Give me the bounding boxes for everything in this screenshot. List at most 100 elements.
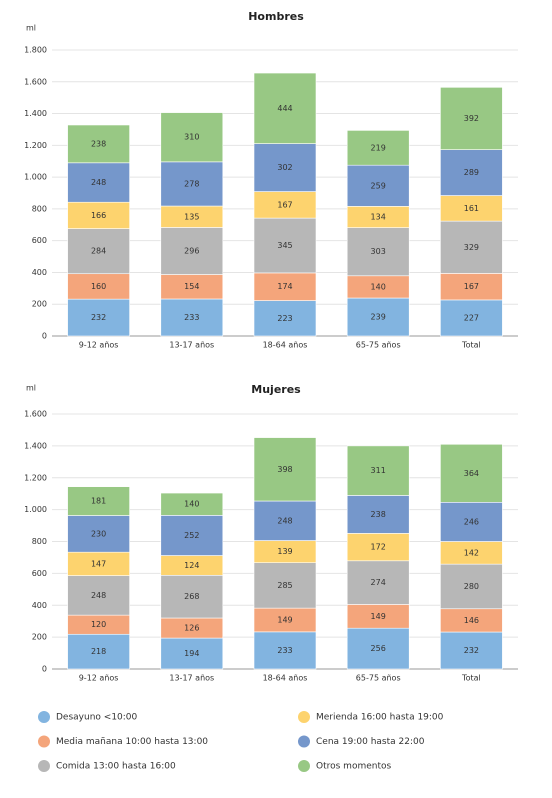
- bar-segment: [67, 124, 130, 164]
- data-label: 181: [91, 497, 106, 506]
- data-label: 154: [184, 282, 199, 291]
- data-label: 329: [464, 243, 479, 252]
- data-label: 134: [371, 212, 386, 221]
- data-label: 139: [277, 547, 292, 556]
- bar-segment: [160, 161, 224, 207]
- y-tick-label: 200: [32, 633, 47, 642]
- bar-segment: [346, 445, 410, 496]
- legend-swatch: [38, 711, 50, 723]
- y-tick-label: 1.000: [24, 173, 47, 182]
- data-label: 278: [184, 179, 199, 188]
- bar-segment: [346, 560, 410, 605]
- data-label: 219: [371, 143, 386, 152]
- legend-swatch: [298, 735, 310, 748]
- y-tick-label: 1.400: [24, 441, 47, 450]
- y-axis-label: ml: [26, 24, 36, 33]
- x-tick-label: 13-17 años: [169, 674, 214, 683]
- bar-segment: [440, 299, 503, 337]
- data-label: 364: [464, 469, 479, 478]
- data-label: 310: [184, 133, 199, 142]
- data-label: 142: [464, 548, 479, 557]
- data-label: 284: [91, 247, 106, 256]
- data-label: 149: [371, 612, 386, 621]
- data-label: 398: [277, 465, 292, 474]
- bar-segment: [253, 72, 317, 144]
- x-tick-label: 18-64 años: [263, 674, 308, 683]
- x-tick-label: 9-12 años: [79, 341, 119, 350]
- data-label: 146: [464, 616, 479, 625]
- bar-segment: [346, 297, 410, 337]
- bar-segment: [346, 164, 410, 207]
- bar-segment: [440, 87, 503, 150]
- bar-segment: [67, 515, 130, 553]
- data-label: 248: [91, 591, 106, 600]
- legend-label: Otros momentos: [316, 762, 391, 772]
- bar-segment: [346, 533, 410, 562]
- y-tick-label: 800: [32, 204, 47, 213]
- bar-segment: [253, 500, 317, 541]
- data-label: 238: [371, 510, 386, 519]
- bar-segment: [253, 631, 317, 670]
- data-label: 140: [184, 500, 199, 509]
- y-tick-label: 0: [42, 665, 47, 674]
- bar-segment: [253, 300, 317, 337]
- data-label: 218: [91, 647, 106, 656]
- data-label: 233: [184, 313, 199, 322]
- data-label: 149: [277, 615, 292, 624]
- legend-label: Merienda 16:00 hasta 19:00: [316, 713, 444, 723]
- data-label: 174: [277, 282, 292, 291]
- x-tick-label: 18-64 años: [263, 341, 308, 350]
- data-label: 194: [184, 649, 199, 658]
- bar-segment: [67, 486, 130, 516]
- bar-segment: [253, 143, 317, 192]
- bar-segment: [440, 149, 503, 196]
- data-label: 268: [184, 592, 199, 601]
- data-label: 167: [464, 282, 479, 291]
- data-label: 147: [91, 559, 106, 568]
- y-tick-label: 1.000: [24, 505, 47, 514]
- data-label: 230: [91, 529, 106, 538]
- y-tick-label: 200: [32, 300, 47, 309]
- data-label: 345: [277, 241, 292, 250]
- data-label: 126: [184, 624, 199, 633]
- data-label: 135: [184, 212, 199, 221]
- bar-segment: [440, 443, 503, 503]
- data-label: 274: [371, 578, 386, 587]
- y-tick-label: 1.400: [24, 109, 47, 118]
- bar-segment: [253, 272, 317, 301]
- data-label: 238: [91, 139, 106, 148]
- bar-segment: [440, 220, 503, 274]
- bar-segment: [160, 298, 224, 337]
- bar-segment: [67, 201, 130, 229]
- bar-segment: [67, 575, 130, 616]
- bar-segment: [67, 228, 130, 275]
- data-label: 285: [277, 581, 292, 590]
- y-tick-label: 600: [32, 569, 47, 578]
- y-tick-label: 400: [32, 601, 47, 610]
- bar-segment: [346, 627, 410, 670]
- y-tick-label: 1.600: [24, 410, 47, 419]
- bar-segment: [67, 273, 130, 300]
- bar-segment: [160, 227, 224, 275]
- x-tick-label: 13-17 años: [169, 341, 214, 350]
- data-label: 311: [371, 466, 386, 475]
- data-label: 248: [91, 178, 106, 187]
- data-label: 223: [277, 314, 292, 323]
- bar-segment: [160, 515, 224, 556]
- bar-segment: [346, 130, 410, 166]
- bar-segment: [160, 492, 224, 516]
- data-label: 160: [91, 282, 106, 291]
- data-label: 239: [371, 313, 386, 322]
- chart-title: Hombres: [248, 10, 304, 23]
- data-label: 259: [371, 181, 386, 190]
- chart-title: Mujeres: [251, 383, 301, 396]
- legend-label: Cena 19:00 hasta 22:00: [316, 737, 425, 747]
- y-tick-label: 600: [32, 236, 47, 245]
- data-label: 256: [371, 644, 386, 653]
- x-tick-label: 9-12 años: [79, 674, 119, 683]
- y-axis-label: ml: [26, 384, 36, 393]
- data-label: 392: [464, 114, 479, 123]
- data-label: 166: [91, 211, 106, 220]
- y-tick-label: 0: [42, 332, 47, 341]
